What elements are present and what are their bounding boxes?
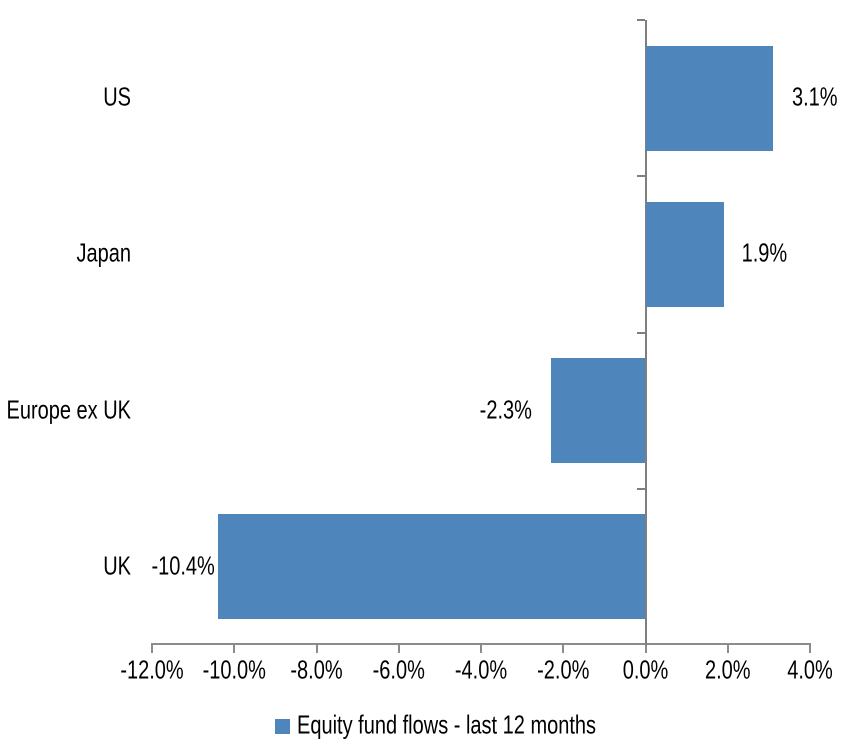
x-axis-tick: [151, 643, 153, 653]
category-axis-tick: [636, 19, 645, 21]
text: -2.0%: [537, 656, 590, 686]
text: -10.4%: [151, 552, 215, 581]
legend-swatch-icon: [275, 718, 290, 734]
text: -4.0%: [454, 656, 508, 686]
bar-us: [645, 45, 773, 151]
x-tick-label: -8.0%: [262, 657, 372, 685]
x-axis-tick: [315, 643, 318, 653]
data-label-japan: 1.9%: [742, 240, 788, 268]
x-axis-tick: [480, 643, 482, 653]
category-label-japan: Japan: [0, 240, 132, 268]
text: UK: [103, 552, 131, 581]
category-axis-tick: [636, 487, 645, 490]
x-tick-label: -10.0%: [179, 657, 289, 685]
text: Europe ex UK: [6, 396, 131, 425]
category-axis-tick: [636, 175, 645, 178]
text: 1.9%: [741, 240, 788, 269]
bar-europe-ex-uk: [550, 358, 646, 464]
category-label-europe-ex-uk: Europe ex UK: [0, 397, 131, 425]
bar-uk: [217, 514, 646, 620]
legend-label: Equity fund flows - last 12 months: [297, 711, 597, 741]
text: 4.0%: [787, 656, 833, 686]
x-tick-label: 2.0%: [673, 657, 783, 685]
x-axis-tick: [562, 643, 565, 653]
x-tick-label: -4.0%: [426, 657, 536, 685]
text: -10.0%: [202, 656, 266, 686]
x-axis-tick: [809, 643, 811, 653]
text: 3.1%: [791, 84, 838, 113]
text: -2.3%: [479, 396, 532, 425]
data-label-uk: -10.4%: [151, 553, 214, 581]
x-axis-tick: [397, 643, 400, 653]
x-tick-label: -2.0%: [508, 657, 618, 685]
x-tick-label: -6.0%: [344, 657, 454, 685]
x-axis-tick: [644, 643, 647, 653]
zero-value-line: [644, 20, 647, 645]
data-label-us: 3.1%: [792, 84, 838, 112]
text: -12.0%: [120, 656, 184, 686]
category-axis-tick: [636, 331, 645, 334]
x-tick-label: -12.0%: [97, 657, 207, 685]
x-axis-tick: [233, 643, 236, 653]
category-label-us: US: [0, 84, 131, 112]
legend: Equity fund flows - last 12 months: [275, 711, 597, 741]
category-label-uk: UK: [0, 553, 131, 581]
x-tick-label: 0.0%: [591, 657, 701, 685]
text: -6.0%: [372, 656, 425, 686]
text: 0.0%: [622, 656, 669, 686]
x-tick-label: 4.0%: [755, 657, 852, 685]
data-label-europe-ex-uk: -2.3%: [480, 397, 532, 425]
text: US: [103, 84, 131, 113]
text: 2.0%: [704, 656, 751, 686]
text: -8.0%: [290, 656, 343, 686]
bar-japan: [645, 201, 724, 307]
x-axis-tick: [726, 643, 729, 653]
text: Japan: [76, 240, 132, 269]
